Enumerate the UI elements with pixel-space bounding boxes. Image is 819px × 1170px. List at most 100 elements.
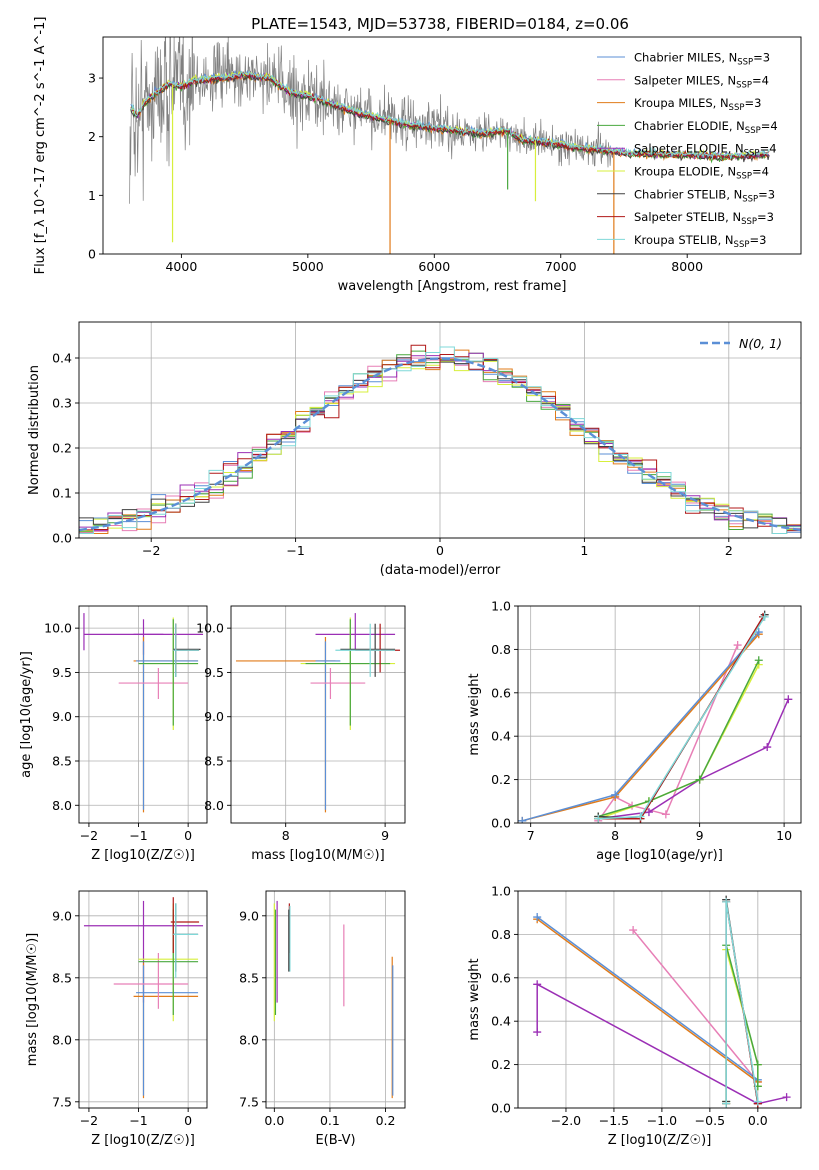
mass_vs_ebv-panel: 0.0 0.1 0.2 7.5 8.0 8.5 9.0 E(B-V): [239, 890, 406, 1148]
weight_vs_age-ytick-label: 0.0: [491, 816, 511, 831]
spectrum-ylabel: Flux [f_λ 10^-17 erg cm^-2 s^-1 A^-1]: [33, 17, 48, 275]
mass_vs_ebv-ytick-label: 8.5: [239, 970, 259, 985]
spectrum-xtick-label: 5000: [292, 259, 324, 274]
weight-marker-chabrier-elodie: [754, 656, 763, 665]
weight_vs_age-xtick-label: 8: [611, 828, 619, 843]
spectrum-ytick-label: 2: [88, 129, 96, 144]
weight_vs_z-xtick-label: −2.0: [551, 1113, 581, 1128]
weight_vs_z-ytick-label: 0.8: [491, 927, 511, 942]
weight_vs_age-xtick-label: 9: [696, 828, 704, 843]
weight_vs_age-xtick-label: 10: [776, 828, 792, 843]
legend-label-kroupa-stelib: Kroupa STELIB, NSSP=3: [634, 233, 766, 250]
spectrum-xlabel: wavelength [Angstrom, rest frame]: [338, 279, 567, 294]
age_vs_z-xlabel: Z [log10(Z/Z☉)]: [91, 848, 195, 863]
hist-step-kroupa-stelib: [79, 346, 801, 534]
weight_vs_age-ytick-label: 0.4: [491, 729, 511, 744]
weight-line-chabrier-miles: [521, 631, 760, 822]
mass_vs_ebv-plot-area: [273, 900, 394, 1099]
residual_hist-ytick-label: 0.0: [52, 531, 72, 546]
weight-marker-chabrier-miles: [533, 913, 542, 922]
mass_vs_z-plot-area: [83, 897, 204, 1099]
residual_hist-xtick-label: 0: [436, 543, 444, 558]
legend-label-chabrier-elodie: Chabrier ELODIE, NSSP=4: [634, 119, 778, 136]
residual_hist-ytick-label: 0.4: [52, 351, 72, 366]
spectrum-model-kroupa-stelib: [130, 70, 770, 160]
mass_vs_z-xtick-label: −2: [80, 1113, 98, 1128]
weight-marker-kroupa-stelib: [722, 1099, 731, 1108]
hist-legend-label: N(0, 1): [739, 336, 782, 351]
weight-marker-chabrier-elodie: [753, 1060, 762, 1069]
weight_vs_z-ytick-label: 0.2: [491, 1057, 511, 1072]
mass_vs_ebv-frame: [265, 890, 406, 1109]
spectrum-frame: [102, 36, 802, 255]
age_vs_z-ylabel: age [log10(age/yr)]: [19, 651, 34, 778]
weight-line-salpeter-elodie: [598, 698, 789, 820]
age_vs_mass-xtick-label: 9: [381, 828, 389, 843]
spectrum-plot-area: [129, 37, 770, 254]
age_vs_z-ytick-label: 8.5: [52, 754, 72, 769]
weight_vs_z-ylabel: mass weight: [467, 958, 482, 1040]
spectrum-legend: Chabrier MILES, NSSP=3 Salpeter MILES, NS…: [597, 51, 778, 250]
mass_vs_ebv-ytick-label: 8.0: [239, 1032, 259, 1047]
weight-marker-salpeter-miles: [733, 641, 742, 650]
weight-marker-salpeter-elodie: [533, 1028, 542, 1037]
weight-marker-salpeter-miles: [629, 926, 638, 935]
weight-marker-salpeter-elodie: [644, 808, 653, 817]
age_vs_mass-ytick-label: 8.0: [204, 798, 224, 813]
legend-label-salpeter-elodie: Salpeter ELODIE, NSSP=4: [634, 142, 777, 159]
spectrum-xtick-label: 4000: [165, 259, 197, 274]
weight_vs_age-frame: [517, 605, 802, 824]
weight_vs_z-frame: [517, 890, 802, 1109]
weight-line-kroupa-elodie: [598, 664, 760, 820]
weight-line-kroupa-elodie: [725, 949, 759, 1104]
spectrum-xtick-label: 7000: [545, 259, 577, 274]
mass_vs_z-panel: −2 −1 0 7.5 8.0 8.5 9.0 Z [log10(Z/Z☉)] mass [lo…: [25, 890, 208, 1148]
age_vs_z-ytick-label: 10.0: [44, 621, 72, 636]
spectrum-ytick-label: 1: [88, 188, 96, 203]
mass_vs_z-xtick-label: 0: [184, 1113, 192, 1128]
weight-marker-kroupa-stelib: [753, 1097, 762, 1106]
weight-line-salpeter-elodie: [536, 983, 787, 1105]
weight-marker-kroupa-stelib: [636, 812, 645, 821]
spectrum-xtick-label: 8000: [671, 259, 703, 274]
mass_vs_z-xtick-label: −1: [129, 1113, 147, 1128]
normal-curve: [79, 357, 801, 532]
weight_vs_z-xlabel: Z [log10(Z/Z☉)]: [608, 1133, 712, 1148]
weight_vs_z-ytick-label: 0.4: [491, 1014, 511, 1029]
age_vs_mass-plot-area: [235, 613, 401, 813]
weight-marker-chabrier-miles: [518, 816, 527, 823]
weight-marker-kroupa-stelib: [760, 612, 769, 621]
weight_vs_age-ylabel: mass weight: [467, 673, 482, 755]
weight_vs_z-xtick-label: −1.5: [599, 1113, 629, 1128]
residual_hist-ylabel: Normed distribution: [27, 365, 42, 495]
residual_hist-plot-area: [79, 344, 801, 534]
weight-marker-salpeter-elodie: [533, 980, 542, 989]
weight-line-salpeter-miles: [632, 929, 759, 1083]
mass_vs_ebv-ytick-label: 9.0: [239, 908, 259, 923]
residual_hist-ytick-label: 0.1: [52, 486, 72, 501]
mass_vs_ebv-xtick-label: 0.0: [264, 1113, 284, 1128]
legend-label-salpeter-miles: Salpeter MILES, NSSP=4: [634, 73, 769, 90]
spectrum-ytick-label: 3: [88, 71, 96, 86]
residual_hist-xtick-label: −1: [286, 543, 304, 558]
age_vs_mass-panel: 8 9 8.0 8.5 9.0 9.5 10.0 mass [log10(M/M☉)]: [196, 605, 406, 863]
weight-line-kroupa-miles: [522, 633, 760, 822]
legend-label-chabrier-miles: Chabrier MILES, NSSP=3: [634, 51, 770, 68]
legend-label-kroupa-miles: Kroupa MILES, NSSP=3: [634, 96, 761, 113]
age_vs_z-ytick-label: 8.0: [52, 798, 72, 813]
mass_vs_z-xlabel: Z [log10(Z/Z☉)]: [91, 1133, 195, 1148]
weight-line-chabrier-elodie: [598, 659, 760, 818]
weight_vs_z-ytick-label: 1.0: [491, 884, 511, 899]
weight-marker-kroupa-stelib: [594, 814, 603, 823]
mass_vs_ebv-xtick-label: 0.2: [376, 1113, 396, 1128]
mass_vs_z-ytick-label: 8.5: [52, 970, 72, 985]
figure-title: PLATE=1543, MJD=53738, FIBERID=0184, z=0…: [251, 15, 629, 33]
age_vs_z-ytick-label: 9.0: [52, 709, 72, 724]
spectrum-ytick-label: 0: [88, 247, 96, 262]
age_vs_mass-xtick-label: 8: [282, 828, 290, 843]
legend-label-chabrier-stelib: Chabrier STELIB, NSSP=3: [634, 187, 775, 204]
age_vs_mass-frame: [230, 605, 406, 824]
residual_hist-ytick-label: 0.3: [52, 396, 72, 411]
residual_hist-xlabel: (data-model)/error: [380, 563, 501, 578]
